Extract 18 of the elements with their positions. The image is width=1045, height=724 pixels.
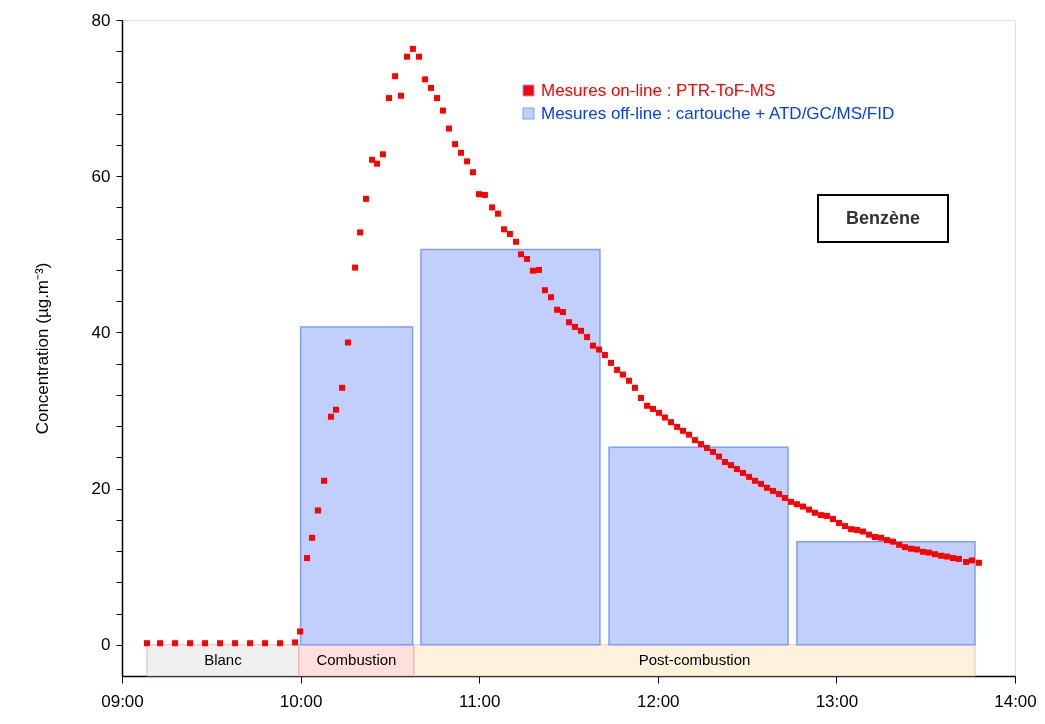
annotation: Benzène <box>845 207 921 228</box>
x-tick-label: 14:00 <box>994 691 1037 711</box>
x-tick-label: 10:00 <box>279 691 323 711</box>
legend-label: Mesures off-line : cartouche + ATD/GC/MS/FID <box>541 103 895 123</box>
legend-label: Mesures on-line : PTR-ToF-MS <box>541 80 776 100</box>
y-tick-label: 20 <box>91 479 111 499</box>
y-tick-label: 80 <box>91 10 111 30</box>
y-tick-label: 60 <box>91 166 111 186</box>
y-axis-title: Concentration (µg.m⁻³) <box>32 262 52 435</box>
x-tick-label: 09:00 <box>101 691 144 711</box>
x-tick-label: 13:00 <box>815 691 859 711</box>
band-label: Blanc <box>204 651 243 669</box>
band-label: Post-combustion <box>638 651 751 669</box>
x-tick-label: 12:00 <box>637 691 680 711</box>
y-tick-label: 40 <box>91 322 111 342</box>
y-tick-label: 0 <box>101 635 111 655</box>
band-label: Combustion <box>316 651 397 669</box>
x-tick-label: 11:00 <box>459 691 501 711</box>
